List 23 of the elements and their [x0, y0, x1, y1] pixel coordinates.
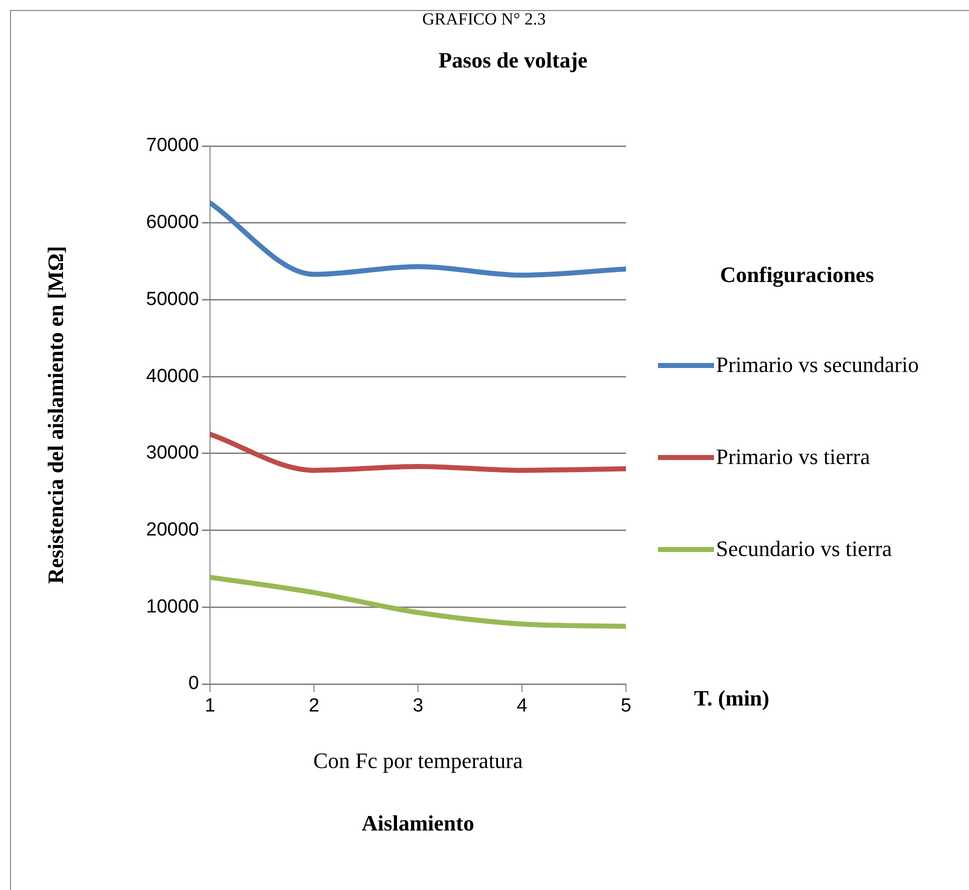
chart-title: Pasos de voltaje — [438, 48, 588, 73]
legend-title: Configuraciones — [720, 262, 875, 288]
x-tick-label: 2 — [308, 696, 320, 717]
y-tick-label: 0 — [188, 673, 199, 694]
text: Aislamiento — [362, 810, 474, 836]
text: GRAFICO N° 2.3 — [422, 9, 546, 28]
y-tick-label: 50000 — [146, 288, 199, 310]
x-tick-label: 3 — [412, 696, 424, 717]
legend-label: Secundario vs tierra — [716, 536, 892, 562]
y-axis-title: Resistencia del aislamiento en [MΩ] — [42, 246, 68, 584]
x-tick-label: 4 — [516, 696, 528, 717]
legend-label: Primario vs tierra — [716, 444, 870, 470]
y-tick-label: 10000 — [146, 596, 199, 618]
text: Con Fc por temperatura — [313, 748, 523, 773]
x-axis-title: T. (min) — [694, 686, 770, 711]
legend-label: Primario vs secundario — [716, 352, 919, 378]
x-tick-label: 1 — [204, 696, 216, 717]
x-tick-label: 5 — [620, 696, 632, 717]
y-tick-label: 20000 — [146, 520, 199, 541]
y-tick-label: 60000 — [146, 212, 199, 234]
y-tick-label: 30000 — [146, 442, 199, 464]
y-tick-label: 70000 — [146, 135, 199, 156]
y-tick-label: 40000 — [146, 366, 199, 387]
